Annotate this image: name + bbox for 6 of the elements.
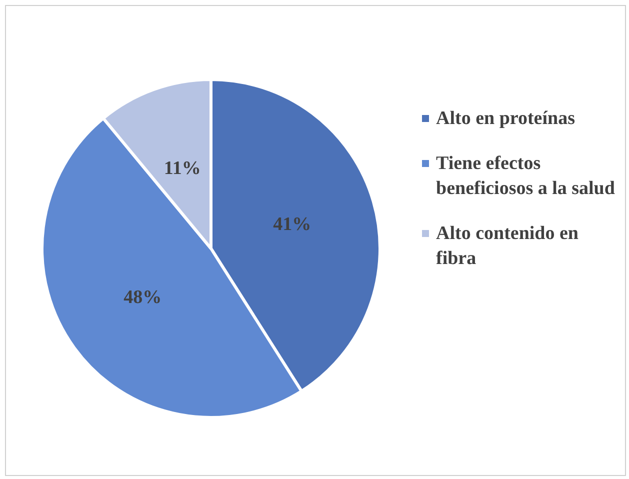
legend-label: Tiene efectos beneficiosos a la salud — [436, 152, 616, 201]
data-label: 11% — [164, 158, 201, 179]
legend-label: Alto contenido en fibra — [436, 222, 580, 271]
legend-label: Alto en proteínas — [436, 107, 575, 131]
data-label: 41% — [273, 214, 312, 235]
data-label: 48% — [124, 287, 162, 308]
